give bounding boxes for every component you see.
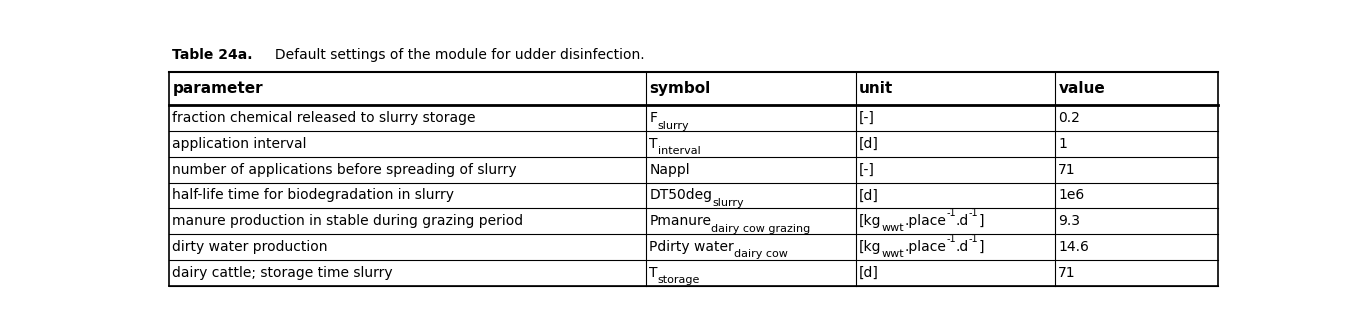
Text: .d: .d bbox=[955, 240, 969, 254]
Text: 1e6: 1e6 bbox=[1058, 188, 1085, 203]
Text: 1: 1 bbox=[1058, 137, 1068, 151]
Text: [kg: [kg bbox=[859, 214, 882, 228]
Text: [d]: [d] bbox=[859, 137, 879, 151]
Text: application interval: application interval bbox=[172, 137, 307, 151]
Text: 0.2: 0.2 bbox=[1058, 111, 1080, 125]
Text: fraction chemical released to slurry storage: fraction chemical released to slurry sto… bbox=[172, 111, 476, 125]
Text: number of applications before spreading of slurry: number of applications before spreading … bbox=[172, 163, 517, 177]
Text: Table 24a.: Table 24a. bbox=[172, 48, 253, 62]
Text: wwt: wwt bbox=[882, 223, 904, 233]
Text: dairy cow grazing: dairy cow grazing bbox=[712, 224, 810, 234]
Text: half-life time for biodegradation in slurry: half-life time for biodegradation in slu… bbox=[172, 188, 455, 203]
Text: manure production in stable during grazing period: manure production in stable during grazi… bbox=[172, 214, 524, 228]
Text: 14.6: 14.6 bbox=[1058, 240, 1089, 254]
Text: dirty water production: dirty water production bbox=[172, 240, 327, 254]
Text: F: F bbox=[649, 111, 658, 125]
Text: interval: interval bbox=[658, 146, 701, 156]
Text: [d]: [d] bbox=[859, 266, 879, 280]
Text: slurry: slurry bbox=[658, 121, 689, 131]
Text: [kg: [kg bbox=[859, 240, 882, 254]
Text: storage: storage bbox=[658, 275, 701, 285]
Text: -1: -1 bbox=[969, 234, 978, 244]
Text: value: value bbox=[1058, 81, 1105, 96]
Text: ]: ] bbox=[978, 240, 984, 254]
Text: Default settings of the module for udder disinfection.: Default settings of the module for udder… bbox=[253, 48, 644, 62]
Text: slurry: slurry bbox=[713, 198, 744, 208]
Text: DT50deg: DT50deg bbox=[649, 188, 713, 203]
Text: Pmanure: Pmanure bbox=[649, 214, 712, 228]
Text: .place: .place bbox=[904, 240, 946, 254]
Text: dairy cattle; storage time slurry: dairy cattle; storage time slurry bbox=[172, 266, 392, 280]
Text: -1: -1 bbox=[946, 208, 955, 218]
Text: symbol: symbol bbox=[649, 81, 710, 96]
Text: dairy cow: dairy cow bbox=[735, 249, 787, 259]
Text: 71: 71 bbox=[1058, 163, 1076, 177]
Text: Nappl: Nappl bbox=[649, 163, 690, 177]
Text: .place: .place bbox=[904, 214, 946, 228]
Text: -1: -1 bbox=[969, 208, 978, 218]
Text: T: T bbox=[649, 266, 658, 280]
Text: [d]: [d] bbox=[859, 188, 879, 203]
Text: parameter: parameter bbox=[172, 81, 262, 96]
Text: [-]: [-] bbox=[859, 163, 875, 177]
Text: unit: unit bbox=[859, 81, 893, 96]
Text: [-]: [-] bbox=[859, 111, 875, 125]
Text: Pdirty water: Pdirty water bbox=[649, 240, 735, 254]
Text: -1: -1 bbox=[946, 234, 955, 244]
Text: T: T bbox=[649, 137, 658, 151]
Text: 71: 71 bbox=[1058, 266, 1076, 280]
Text: wwt: wwt bbox=[882, 249, 904, 259]
Text: .d: .d bbox=[955, 214, 969, 228]
Text: ]: ] bbox=[978, 214, 984, 228]
Text: 9.3: 9.3 bbox=[1058, 214, 1080, 228]
